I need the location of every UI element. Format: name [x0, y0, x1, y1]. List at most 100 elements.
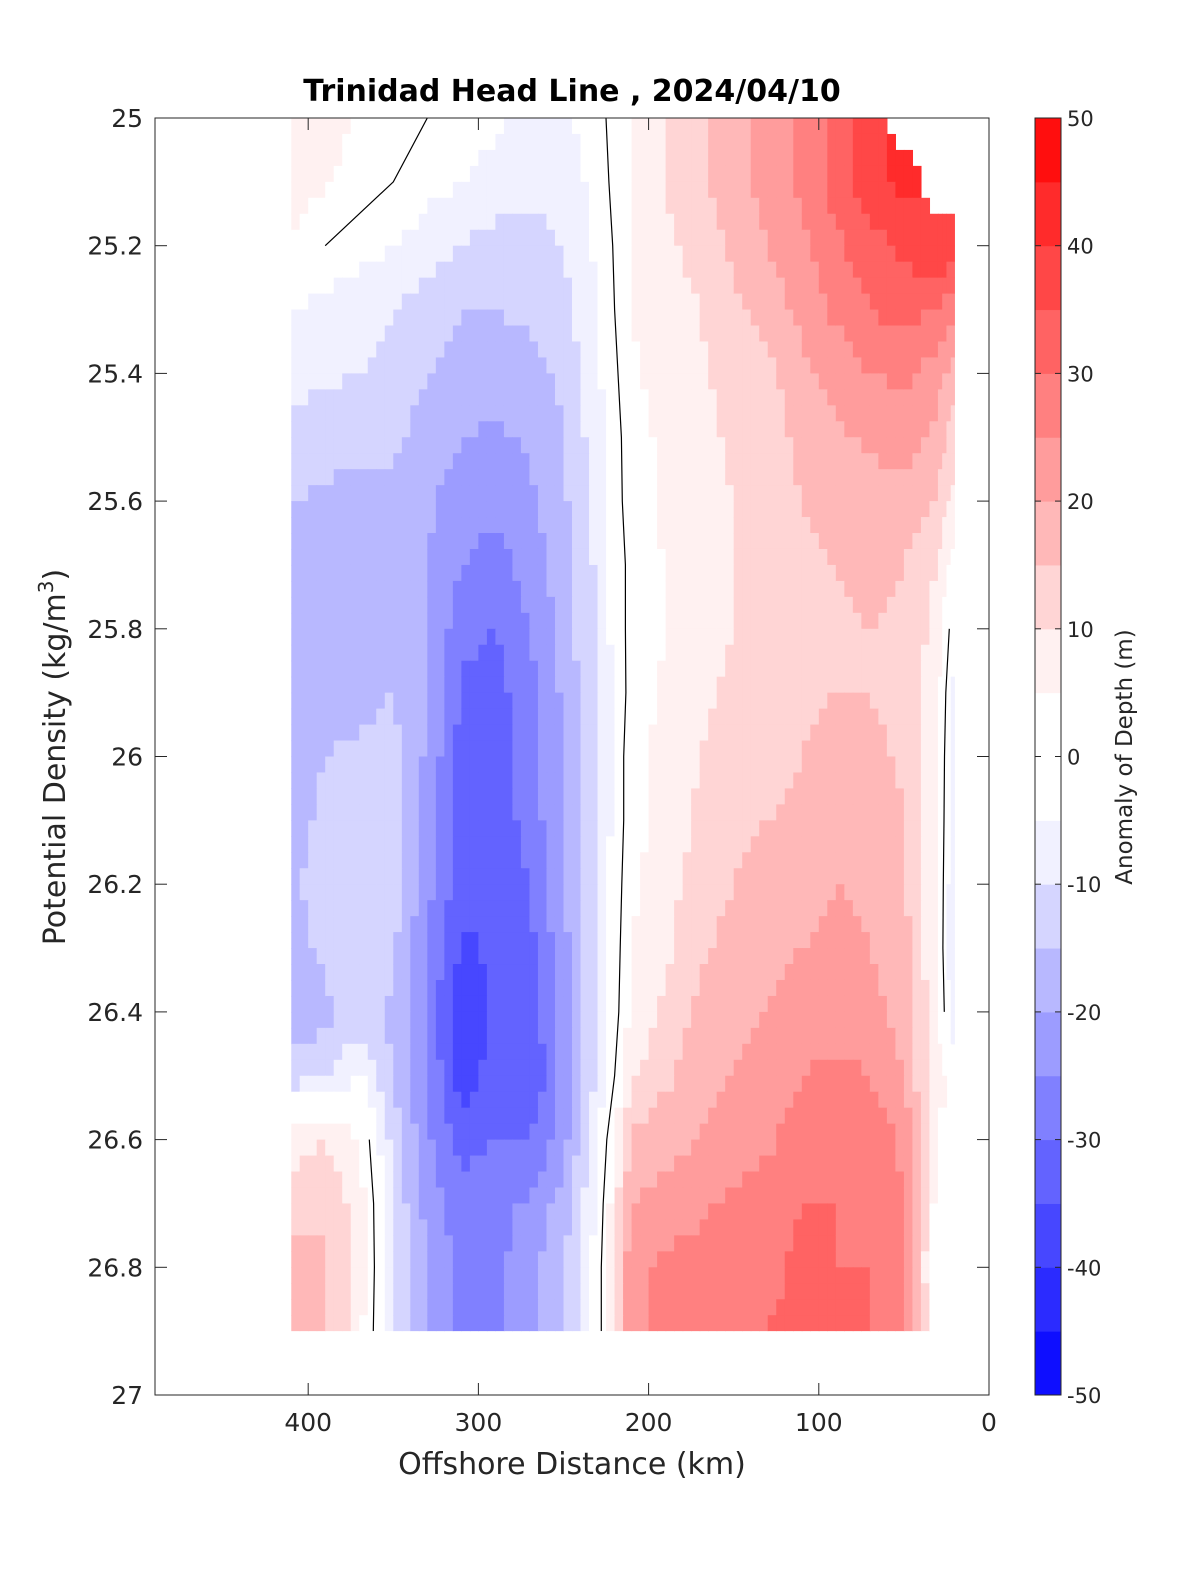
heatmap-cell — [512, 1011, 522, 1029]
heatmap-cell — [674, 229, 684, 247]
heatmap-cell — [580, 229, 590, 247]
heatmap-cell — [699, 596, 709, 614]
heatmap-cell — [486, 293, 497, 311]
heatmap-cell — [716, 788, 726, 805]
heatmap-cell — [614, 309, 624, 327]
heatmap-cell — [920, 277, 931, 295]
heatmap-cell — [495, 517, 505, 534]
heatmap-cell — [835, 756, 845, 774]
heatmap-cell — [716, 245, 726, 263]
heatmap-cell — [308, 948, 318, 965]
heatmap-cell — [427, 1011, 437, 1029]
heatmap-cell — [674, 580, 684, 598]
heatmap-cell — [759, 979, 769, 997]
heatmap-cell — [316, 245, 326, 263]
heatmap-cell — [597, 836, 607, 853]
heatmap-cell — [784, 580, 794, 598]
heatmap-cell — [750, 1091, 760, 1109]
heatmap-cell — [589, 995, 599, 1013]
heatmap-cell — [648, 852, 658, 869]
heatmap-cell — [648, 373, 658, 390]
heatmap-cell — [299, 836, 309, 853]
heatmap-cell — [801, 995, 811, 1013]
heatmap-cell — [333, 979, 343, 997]
heatmap-cell — [342, 389, 352, 406]
heatmap-cell — [793, 596, 803, 614]
heatmap-cell — [767, 389, 777, 406]
heatmap-cell — [682, 1075, 692, 1093]
heatmap-cell — [852, 628, 862, 646]
heatmap-cell — [657, 261, 667, 279]
heatmap-cell — [554, 469, 565, 486]
heatmap-cell — [733, 229, 743, 247]
heatmap-cell — [844, 868, 854, 885]
heatmap-cell — [869, 469, 879, 486]
heatmap-cell — [623, 357, 633, 374]
heatmap-cell — [716, 1123, 726, 1141]
heatmap-cell — [299, 995, 309, 1013]
heatmap-cell — [537, 229, 548, 247]
heatmap-cell — [393, 277, 403, 295]
heatmap-cell — [469, 469, 479, 486]
heatmap-cell — [691, 676, 701, 694]
heatmap-cell — [886, 437, 896, 454]
heatmap-cell — [716, 820, 726, 837]
heatmap-cell — [699, 421, 709, 438]
heatmap-cell — [827, 644, 837, 662]
heatmap-cell — [503, 341, 514, 359]
heatmap-cell — [929, 421, 939, 438]
heatmap-cell — [835, 261, 845, 279]
heatmap-cell — [725, 421, 735, 438]
heatmap-cell — [444, 341, 454, 359]
heatmap-cell — [572, 469, 582, 486]
heatmap-cell — [793, 868, 803, 885]
heatmap-cell — [691, 948, 701, 965]
heatmap-cell — [503, 1123, 514, 1141]
heatmap-cell — [708, 932, 718, 949]
heatmap-cell — [469, 373, 479, 390]
heatmap-cell — [589, 1075, 599, 1093]
heatmap-cell — [623, 1043, 633, 1061]
heatmap-cell — [316, 213, 326, 231]
heatmap-cell — [810, 979, 820, 997]
heatmap-cell — [886, 293, 896, 311]
heatmap-cell — [657, 389, 667, 406]
heatmap-cell — [376, 181, 386, 199]
heatmap-cell — [495, 261, 505, 279]
heatmap-cell — [648, 277, 658, 295]
heatmap-cell — [844, 932, 854, 949]
heatmap-cell — [827, 916, 837, 933]
heatmap-cell — [597, 501, 607, 518]
heatmap-cell — [699, 1091, 709, 1109]
heatmap-cell — [350, 548, 360, 566]
heatmap-cell — [682, 740, 692, 758]
heatmap-cell — [903, 1043, 914, 1061]
heatmap-cell — [950, 325, 955, 343]
heatmap-cell — [393, 309, 403, 327]
heatmap-cell — [435, 437, 445, 454]
heatmap-cell — [937, 373, 943, 390]
heatmap-cell — [827, 453, 837, 470]
heatmap-cell — [699, 373, 709, 390]
heatmap-cell — [852, 213, 862, 231]
heatmap-cell — [691, 1123, 701, 1141]
heatmap-cell — [742, 437, 752, 454]
heatmap-cell — [393, 979, 403, 997]
heatmap-cell — [742, 964, 752, 981]
heatmap-cell — [946, 612, 952, 630]
heatmap-cell — [401, 708, 411, 726]
heatmap-cell — [784, 165, 794, 183]
heatmap-cell — [435, 596, 445, 614]
heatmap-cell — [461, 293, 471, 311]
heatmap-cell — [912, 485, 922, 502]
heatmap-cell — [580, 916, 590, 933]
heatmap-cell — [767, 660, 777, 678]
heatmap-cell — [801, 676, 811, 694]
heatmap-cell — [631, 979, 641, 997]
heatmap-cell — [606, 964, 616, 981]
heatmap-cell — [597, 580, 607, 598]
heatmap-cell — [878, 884, 888, 901]
heatmap-cell — [886, 948, 896, 965]
heatmap-cell — [350, 517, 360, 534]
heatmap-cell — [401, 1091, 411, 1109]
